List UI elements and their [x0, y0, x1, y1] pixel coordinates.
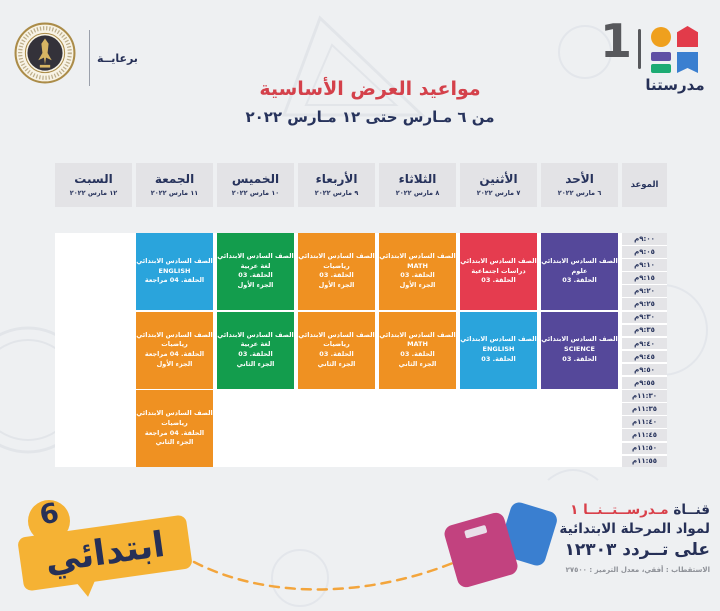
dashed-line	[192, 550, 480, 591]
time-slot: ٩:٠٥م	[622, 246, 667, 258]
table-header-row: الموعد الأحد ٦ مارس ٢٠٢٢ الأثنين ٧ مارس ٢٠…	[55, 163, 667, 207]
time-slot: ٩:٢٥م	[622, 298, 667, 310]
time-slot: ٩:٣٠م	[622, 311, 667, 324]
day-header-saturday: السبت ١٢ مارس ٢٠٢٢	[55, 163, 132, 207]
lesson-cell: الصف السادس الابتدائي ENGLISH الحلقة. 04 م…	[136, 233, 213, 310]
time-slot: ١١:٤٠م	[622, 416, 667, 428]
lesson-cell: الصف السادس الابتدائي دراسات اجتماعية الحل…	[460, 233, 537, 310]
channel-title-line: قنــاة مـدرســتــنــا ١	[532, 502, 710, 518]
channel-number: 1	[599, 14, 632, 68]
day-header-monday: الأثنين ٧ مارس ٢٠٢٢	[460, 163, 537, 207]
day-header-tuesday: الثلاثاء ٨ مارس ٢٠٢٢	[379, 163, 456, 207]
time-slot: ٩:٤٠م	[622, 337, 667, 350]
time-slot: ١١:٥٠م	[622, 442, 667, 454]
lesson-cell: الصف السادس الابتدائي MATH الحلقة. 03 الجزء…	[379, 311, 456, 389]
madrasetna-logo-icon	[651, 25, 699, 74]
banner-tail	[77, 580, 97, 599]
day-header-friday: الجمعة ١١ مارس ٢٠٢٢	[136, 163, 213, 207]
bar-shape-icon	[651, 64, 671, 73]
day-header-sunday: الأحد ٦ مارس ٢٠٢٢	[541, 163, 618, 207]
lesson-cell: الصف السادس الابتدائي لغة عربية الحلقة. 03…	[217, 311, 294, 389]
lesson-cell: الصف السادس الابتدائي رياضيات الحلقة. 04 م…	[136, 390, 213, 468]
time-slot: ٩:١٥م	[622, 272, 667, 284]
channel-frequency-line: على تــردد ١٢٣٠٣	[564, 540, 710, 560]
lesson-cell: الصف السادس الابتدائي رياضيات الحلقة. 03 ال…	[298, 311, 375, 389]
grade-label: ابتدائي	[42, 524, 168, 582]
grade-badge: 6 ابتدائي	[16, 497, 231, 603]
time-slot: ٩:١٠م	[622, 259, 667, 271]
bar-shape-icon	[651, 52, 671, 61]
divider	[89, 30, 90, 86]
time-slot: ٩:٥٠م	[622, 363, 667, 376]
book-label	[464, 524, 488, 539]
lesson-cell: الصف السادس الابتدائي ENGLISH الحلقة. 03	[460, 311, 537, 389]
day-header-thursday: الخميس ١٠ مارس ٢٠٢٢	[217, 163, 294, 207]
eagle-icon	[38, 38, 52, 65]
lesson-cell: الصف السادس الابتدائي رياضيات الحلقة. 04 م…	[136, 311, 213, 389]
page-title: مواعيد العرض الأساسية	[259, 78, 481, 100]
time-slot: ٩:٢٠م	[622, 285, 667, 297]
lesson-cell: الصف السادس الابتدائي SCIENCE الحلقة. 03	[541, 311, 618, 389]
bookmark-shape-icon	[677, 52, 698, 73]
title-block: مواعيد العرض الأساسية من ٦ مـارس حتى ١٢ …	[20, 78, 720, 126]
lesson-cell: الصف السادس الابتدائي MATH الحلقة. 03 الجزء…	[379, 233, 456, 310]
channel-brand-name: مـدرســتــنــا ١	[570, 502, 669, 518]
time-slot: ١١:٥٥م	[622, 455, 667, 468]
time-slot: ١١:٤٥م	[622, 429, 667, 441]
time-column-header: الموعد	[622, 163, 667, 207]
channel-info: قنــاة مـدرســتــنــا ١ لمواد المرحلة ال…	[532, 502, 710, 574]
date-range-subtitle: من ٦ مـارس حتى ١٢ مـارس ٢٠٢٢	[245, 108, 495, 126]
ministry-logo	[14, 22, 76, 84]
channel-technical-line: الاستقطاب : أفقي، معدل الترميز : ٢٧٥٠٠	[565, 566, 710, 574]
grade-number: 6	[36, 497, 62, 532]
time-slot: ٩:٠٠م	[622, 233, 667, 245]
time-slot: ٩:٣٥م	[622, 324, 667, 337]
lesson-cell: الصف السادس الابتدائي رياضيات الحلقة. 03 ال…	[298, 233, 375, 310]
lesson-cell: الصف السادس الابتدائي علوم الحلقة. 03	[541, 233, 618, 310]
table-body: ٩:٠٠م ٩:٠٥م ٩:١٠م ٩:١٥م ٩:٢٠م ٩:٢٥م ٩:٣٠…	[55, 233, 667, 468]
circle-shape-icon	[651, 27, 671, 47]
house-shape-icon	[677, 26, 698, 47]
time-slot: ١١:٣٠م	[622, 390, 667, 402]
time-slot: ٩:٤٥م	[622, 350, 667, 363]
sponsorship-label: برعايــة	[97, 52, 138, 65]
day-header-wednesday: الأربعاء ٩ مارس ٢٠٢٢	[298, 163, 375, 207]
divider	[638, 29, 641, 69]
lesson-cell: الصف السادس الابتدائي لغة عربية الحلقة. 03…	[217, 233, 294, 310]
schedule-table: الموعد الأحد ٦ مارس ٢٠٢٢ الأثنين ٧ مارس ٢٠…	[55, 163, 667, 468]
channel-name: مدرستنا	[645, 76, 705, 94]
channel-audience-line: لمواد المرحلة الابتدائية	[559, 521, 710, 537]
channel-word: قنــاة	[673, 502, 710, 518]
time-slot: ٩:٥٥م	[622, 377, 667, 389]
time-slot: ١١:٣٥م	[622, 403, 667, 415]
